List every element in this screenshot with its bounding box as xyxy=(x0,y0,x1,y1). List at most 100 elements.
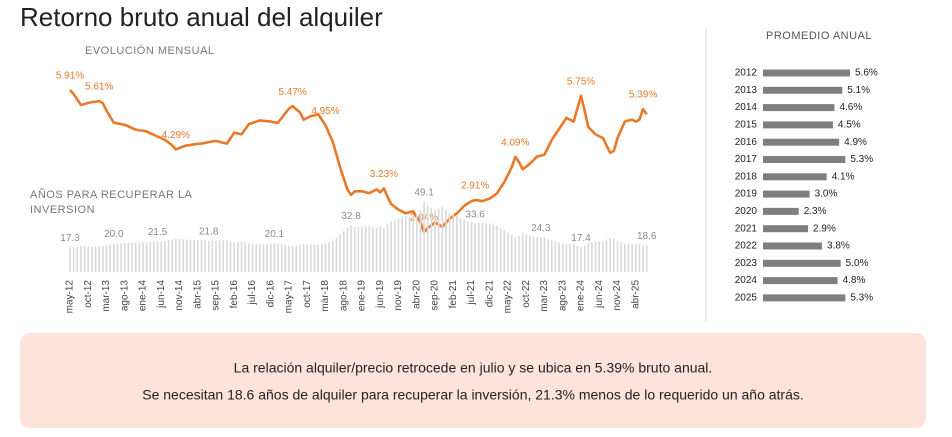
data-label: 4.29% xyxy=(162,130,190,141)
bar xyxy=(620,242,622,272)
data-label: 5.3% xyxy=(850,154,873,165)
bar xyxy=(138,242,141,272)
bar xyxy=(496,225,498,272)
bar xyxy=(518,235,520,272)
x-tick-label: nov-24 xyxy=(612,280,623,311)
bar xyxy=(248,243,250,272)
y-tick-label: 2018 xyxy=(735,171,758,182)
bar xyxy=(624,243,626,272)
bar xyxy=(587,242,590,272)
bar xyxy=(182,239,184,272)
data-label: 21.5 xyxy=(148,227,168,238)
data-label: 4.09% xyxy=(501,137,529,148)
bar xyxy=(642,245,644,272)
bar xyxy=(244,242,246,272)
bar xyxy=(105,245,108,272)
bar xyxy=(186,239,188,272)
bar xyxy=(594,241,597,272)
bar xyxy=(543,237,546,272)
bar xyxy=(478,222,480,272)
bar xyxy=(394,219,396,272)
bar xyxy=(503,230,506,272)
bar xyxy=(196,239,199,272)
bar xyxy=(164,240,166,272)
data-label: 24.3 xyxy=(531,223,551,234)
data-label: 17.3 xyxy=(60,233,80,244)
bar xyxy=(94,246,97,272)
bar xyxy=(540,237,542,272)
bar xyxy=(565,244,568,272)
data-label: 5.0% xyxy=(846,258,869,269)
bar xyxy=(763,69,850,77)
bar xyxy=(631,244,633,272)
bar xyxy=(763,190,810,198)
bar xyxy=(386,224,389,272)
bar xyxy=(375,227,378,272)
bar xyxy=(134,242,137,272)
bar xyxy=(405,216,407,272)
bar xyxy=(763,242,823,250)
bar xyxy=(551,240,553,272)
bar xyxy=(251,243,254,272)
data-label: 5.3% xyxy=(850,293,873,304)
bar xyxy=(277,243,279,272)
data-label: 5.47% xyxy=(278,87,306,98)
bar xyxy=(291,245,294,272)
bar xyxy=(306,244,309,272)
bar xyxy=(645,245,648,272)
bar xyxy=(470,222,473,272)
bar xyxy=(284,245,287,272)
bar xyxy=(123,243,126,272)
x-tick-label: dic-21 xyxy=(484,280,495,308)
bar xyxy=(361,226,363,272)
bar xyxy=(558,242,560,272)
y-tick-label: 2024 xyxy=(735,275,758,286)
data-label: 20.0 xyxy=(104,229,124,240)
x-tick-label: dic-16 xyxy=(265,280,276,308)
bar xyxy=(763,121,833,129)
bar xyxy=(83,246,86,272)
bar xyxy=(302,244,305,272)
bar xyxy=(481,222,484,272)
bar xyxy=(763,104,835,112)
bar xyxy=(423,202,425,272)
bar xyxy=(98,246,100,272)
data-label: 3.8% xyxy=(827,241,850,252)
bar xyxy=(288,245,290,272)
data-label: 4.95% xyxy=(311,106,339,117)
x-tick-label: oct-22 xyxy=(521,280,532,308)
data-label: 5.61% xyxy=(85,82,113,93)
bar xyxy=(229,241,232,272)
x-tick-label: may-12 xyxy=(65,280,76,314)
bar xyxy=(627,243,630,272)
bar xyxy=(591,242,593,272)
y-tick-label: 2016 xyxy=(735,137,758,148)
bar xyxy=(474,224,476,272)
bar xyxy=(554,241,557,272)
bar xyxy=(547,239,549,272)
bar xyxy=(342,231,345,272)
x-tick-label: nov-19 xyxy=(393,280,404,311)
bar xyxy=(80,246,82,272)
bar xyxy=(91,246,93,272)
bar xyxy=(379,226,382,272)
data-label: 3.23% xyxy=(370,169,398,180)
bar xyxy=(445,209,447,272)
bar xyxy=(572,243,575,272)
bar xyxy=(109,244,111,272)
data-label: 5.75% xyxy=(567,77,595,88)
bar xyxy=(488,223,491,272)
bar xyxy=(69,247,71,272)
bar xyxy=(350,225,352,272)
x-tick-label: may-17 xyxy=(284,280,295,314)
bar xyxy=(419,209,422,272)
bar xyxy=(763,259,841,267)
data-label: 18.6 xyxy=(637,231,657,242)
bar xyxy=(598,241,601,272)
bar xyxy=(226,239,228,272)
page-title: Retorno bruto anual del alquiler xyxy=(20,2,383,32)
summary-box xyxy=(20,333,926,428)
bar xyxy=(514,237,517,272)
x-tick-label: mar-13 xyxy=(101,280,112,312)
